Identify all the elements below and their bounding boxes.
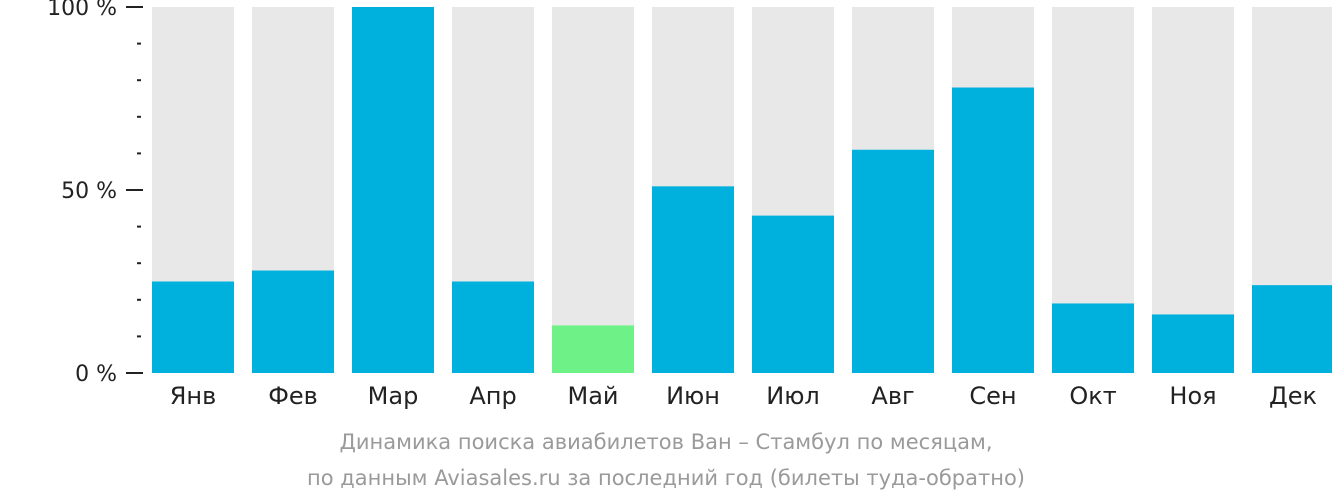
bars	[152, 7, 1332, 374]
x-tick-label: Окт	[1069, 382, 1116, 410]
bar-7	[752, 215, 834, 373]
bar-background	[1152, 7, 1234, 373]
bar-1	[152, 281, 234, 373]
y-tick-label: 100 %	[47, 0, 117, 21]
x-tick-label: Ноя	[1169, 382, 1216, 410]
y-tick-label: 0 %	[75, 362, 117, 387]
y-tick-label: 50 %	[61, 179, 117, 204]
x-tick-label: Авг	[871, 382, 914, 410]
y-axis: 0 % 50 % 100 %	[47, 0, 143, 387]
caption-line-2: по данным Aviasales.ru за последний год …	[307, 466, 1025, 490]
x-tick-label: Мар	[368, 382, 419, 410]
x-tick-label: Янв	[170, 382, 217, 410]
x-axis-labels: Янв Фев Мар Апр Май Июн Июл Авг Сен Окт Ноя Дек	[170, 382, 1317, 410]
x-tick-label: Сен	[969, 382, 1016, 410]
bar-background	[552, 7, 634, 373]
bar-chart: 0 % 50 % 100 % Янв Фев Мар Апр Май Июн Июл Авг Сен…	[47, 0, 1332, 410]
x-tick-label: Май	[567, 382, 618, 410]
bar-12	[1252, 285, 1332, 373]
bar-11	[1152, 314, 1234, 373]
bar-5	[552, 325, 634, 373]
bar-6	[652, 186, 734, 373]
caption-line-1: Динамика поиска авиабилетов Ван – Стамбу…	[339, 430, 993, 454]
bar-9	[952, 87, 1034, 374]
x-tick-label: Июн	[666, 382, 720, 410]
bar-8	[852, 149, 934, 373]
bar-4	[452, 281, 534, 373]
bar-10	[1052, 303, 1134, 373]
bar-2	[252, 270, 334, 373]
x-tick-label: Июл	[766, 382, 820, 410]
x-tick-label: Фев	[268, 382, 318, 410]
bar-3	[352, 7, 434, 373]
x-tick-label: Апр	[469, 382, 516, 410]
x-tick-label: Дек	[1269, 382, 1317, 410]
